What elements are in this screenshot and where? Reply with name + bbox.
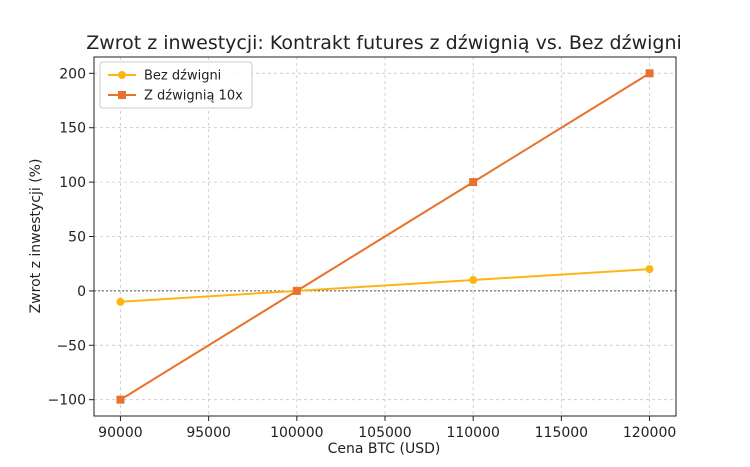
- data-point: [469, 276, 478, 285]
- x-tick-label: 120000: [623, 425, 676, 441]
- axes-layer: 90000 95000 100000 105000 110000 115000 120000…: [48, 56, 677, 441]
- series-line: [119, 72, 651, 401]
- x-tick-label: 110000: [446, 425, 499, 441]
- legend: Bez dźwigni Z dźwignią 10x: [99, 61, 253, 109]
- y-tick-label: 150: [59, 121, 86, 137]
- x-tick-label: 100000: [270, 425, 323, 441]
- x-tick-label: 90000: [98, 425, 143, 441]
- y-tick-label: −100: [48, 393, 86, 409]
- legend-marker: [118, 71, 126, 79]
- y-tick-label: 200: [59, 66, 86, 82]
- data-point: [645, 69, 654, 78]
- series-line: [120, 268, 650, 303]
- legend-label: Z dźwignią 10x: [144, 89, 243, 104]
- x-tick-label: 105000: [358, 425, 411, 441]
- y-axis-label: Zwrot z inwestycji (%): [28, 159, 44, 314]
- x-axis-label: Cena BTC (USD): [328, 441, 441, 457]
- data-point: [116, 395, 125, 404]
- series-2: [116, 69, 654, 404]
- y-tick-label: 0: [77, 284, 86, 300]
- data-point: [116, 297, 125, 306]
- data-point: [645, 265, 654, 274]
- y-tick-label: 50: [68, 230, 86, 246]
- data-point: [292, 286, 301, 295]
- x-tick-label: 95000: [186, 425, 231, 441]
- y-tick-label: 100: [59, 175, 86, 191]
- legend-box: [99, 61, 253, 109]
- y-tick-label: −50: [56, 338, 86, 354]
- series-layer: [116, 69, 654, 404]
- chart-title: Zwrot z inwestycji: Kontrakt futures z d…: [86, 32, 682, 54]
- data-point: [469, 178, 478, 187]
- legend-marker: [118, 91, 126, 99]
- legend-label: Bez dźwigni: [144, 69, 221, 84]
- x-tick-label: 115000: [535, 425, 588, 441]
